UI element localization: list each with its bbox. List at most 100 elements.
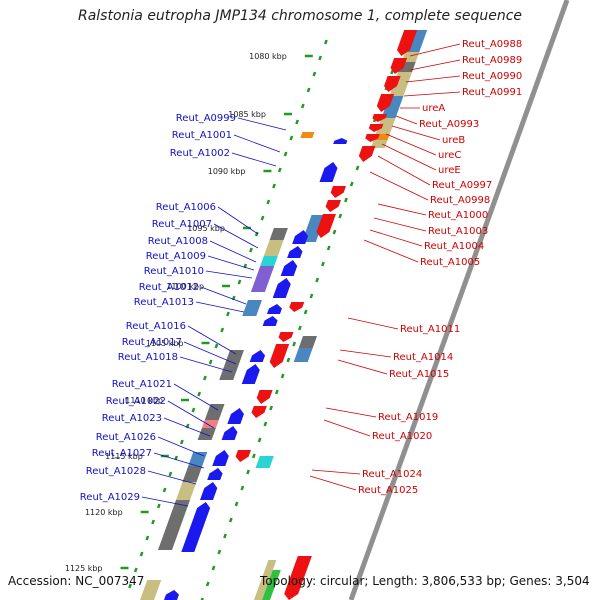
reverse-gene-label[interactable]: Reut_A0989 <box>462 55 522 66</box>
reverse-gene-label[interactable]: Reut_A0990 <box>462 71 522 82</box>
accession-text: Accession: NC_007347 <box>8 574 145 588</box>
forward-gene-arrow[interactable] <box>212 450 229 466</box>
tick-mark <box>145 535 150 541</box>
forward-gene-arrow[interactable] <box>181 502 211 552</box>
reverse-gene-label[interactable]: ureC <box>438 150 461 161</box>
label-leader-line <box>377 203 427 216</box>
forward-gene-label[interactable]: Reut_A1023 <box>102 413 162 424</box>
reverse-gene-label[interactable]: Reut_A0991 <box>462 87 522 98</box>
forward-gene-label[interactable]: Reut_A1026 <box>96 432 156 443</box>
cog-bar <box>140 580 162 600</box>
forward-gene-arrow[interactable] <box>287 246 303 258</box>
label-leader-line <box>395 115 418 125</box>
label-leader-line <box>381 143 437 171</box>
forward-gene-label[interactable]: Reut_A1028 <box>86 466 146 477</box>
reverse-gene-label[interactable]: Reut_A1003 <box>428 226 488 237</box>
reverse-gene-arrow[interactable] <box>365 134 380 142</box>
tick-mark <box>151 519 155 525</box>
reverse-gene-label[interactable]: ureA <box>422 103 445 114</box>
forward-gene-label[interactable]: Reut_A1012 <box>139 282 199 293</box>
forward-gene-arrow[interactable] <box>292 230 309 244</box>
reverse-gene-label[interactable]: Reut_A0998 <box>430 195 490 206</box>
forward-gene-arrow[interactable] <box>262 316 278 326</box>
reverse-gene-label[interactable]: Reut_A1011 <box>400 324 460 335</box>
forward-gene-label[interactable]: Reut_A1029 <box>80 492 140 503</box>
label-leader-line <box>237 117 287 131</box>
forward-gene-arrow[interactable] <box>266 304 282 314</box>
reverse-gene-arrow[interactable] <box>390 58 408 74</box>
reverse-gene-arrow[interactable] <box>397 30 418 56</box>
reverse-gene-arrow[interactable] <box>235 450 251 462</box>
forward-gene-label[interactable]: Reut_A1010 <box>144 266 204 277</box>
reverse-gene-label[interactable]: Reut_A1020 <box>372 431 432 442</box>
reverse-gene-arrow[interactable] <box>368 124 384 132</box>
forward-gene-arrow[interactable] <box>249 350 266 362</box>
forward-gene-label[interactable]: Reut_A1007 <box>152 219 212 230</box>
reverse-gene-arrow[interactable] <box>278 332 294 342</box>
reverse-gene-label[interactable]: Reut_A1000 <box>428 210 488 221</box>
forward-gene-label[interactable]: Reut_A1013 <box>134 297 194 308</box>
reverse-gene-arrow[interactable] <box>284 556 312 600</box>
forward-gene-arrow[interactable] <box>221 426 238 440</box>
label-leader-line <box>369 229 423 247</box>
cog-bar <box>298 336 318 348</box>
reverse-gene-arrow[interactable] <box>269 344 290 368</box>
forward-gene-label[interactable]: Reut_A1027 <box>92 448 152 459</box>
forward-gene-label[interactable]: Reut_A1008 <box>148 236 208 247</box>
forward-gene-label[interactable]: Reut_A1006 <box>156 202 216 213</box>
gene-labels[interactable]: Reut_A0988 Reut_A0989 Reut_A0990 Reut_A0991… <box>80 39 522 507</box>
forward-gene-arrow[interactable] <box>164 590 179 600</box>
forward-gene-label[interactable]: Reut_A1017 <box>122 337 182 348</box>
reverse-gene-label[interactable]: Reut_A1005 <box>420 257 480 268</box>
reverse-gene-arrow[interactable] <box>384 76 401 92</box>
tick-mark <box>318 55 323 61</box>
tick-mark <box>226 311 230 317</box>
reverse-gene-arrow[interactable] <box>325 200 341 212</box>
label-leader-line <box>213 223 259 249</box>
reverse-gene-label[interactable]: ureE <box>438 165 461 176</box>
forward-gene-label[interactable]: Reut_A0999 <box>176 113 236 124</box>
reverse-gene-arrow[interactable] <box>251 406 267 418</box>
tick-mark <box>223 533 227 539</box>
reverse-gene-label[interactable]: Reut_A1004 <box>424 241 484 252</box>
reverse-gene-arrow[interactable] <box>376 94 395 112</box>
forward-gene-label[interactable]: Reut_A1022 <box>106 396 166 407</box>
reverse-gene-label[interactable]: Reut_A1025 <box>358 485 418 496</box>
forward-gene-arrow[interactable] <box>280 260 298 276</box>
forward-gene-label[interactable]: Reut_A1016 <box>126 321 186 332</box>
forward-gene-label[interactable]: Reut_A1021 <box>112 379 172 390</box>
reverse-gene-label[interactable]: ureB <box>442 135 465 146</box>
forward-gene-label[interactable]: Reut_A1002 <box>170 148 230 159</box>
reverse-gene-label[interactable]: Reut_A0997 <box>432 180 492 191</box>
reverse-gene-arrow[interactable] <box>316 214 336 238</box>
forward-gene-arrow[interactable] <box>227 408 244 424</box>
reverse-gene-label[interactable]: Reut_A1015 <box>389 369 449 380</box>
cog-bar <box>269 228 288 240</box>
tick-label: 1110 kbp <box>125 396 163 405</box>
forward-gene-label[interactable]: Reut_A1001 <box>172 130 232 141</box>
reverse-gene-arrow[interactable] <box>330 186 347 198</box>
tick-mark <box>234 501 239 507</box>
reverse-gene-arrow[interactable] <box>289 302 305 312</box>
forward-gene-arrow[interactable] <box>272 278 291 298</box>
tick-label: 1090 kbp <box>208 167 246 176</box>
reverse-gene-label[interactable]: Reut_A1019 <box>378 412 438 423</box>
reverse-gene-label[interactable]: Reut_A1014 <box>393 352 453 363</box>
label-leader-line <box>200 286 247 305</box>
forward-gene-arrow[interactable] <box>319 162 338 182</box>
reverse-gene-arrow[interactable] <box>256 390 273 404</box>
reverse-gene-label[interactable]: Reut_A0993 <box>419 119 479 130</box>
forward-gene-arrow[interactable] <box>241 364 260 384</box>
forward-gene-arrow[interactable] <box>207 468 223 480</box>
reverse-gene-label[interactable]: Reut_A0988 <box>462 39 522 50</box>
reverse-gene-label[interactable]: Reut_A1024 <box>362 469 422 480</box>
forward-gene-arrow[interactable] <box>200 482 218 500</box>
reverse-gene-arrow[interactable] <box>372 114 387 122</box>
forward-gene-label[interactable]: Reut_A1018 <box>118 352 178 363</box>
forward-gene-arrow[interactable] <box>333 138 348 144</box>
label-leader-line <box>183 341 237 365</box>
reverse-gene-arrow[interactable] <box>358 146 376 162</box>
gene-features[interactable] <box>164 30 418 600</box>
forward-gene-label[interactable]: Reut_A1009 <box>146 251 206 262</box>
